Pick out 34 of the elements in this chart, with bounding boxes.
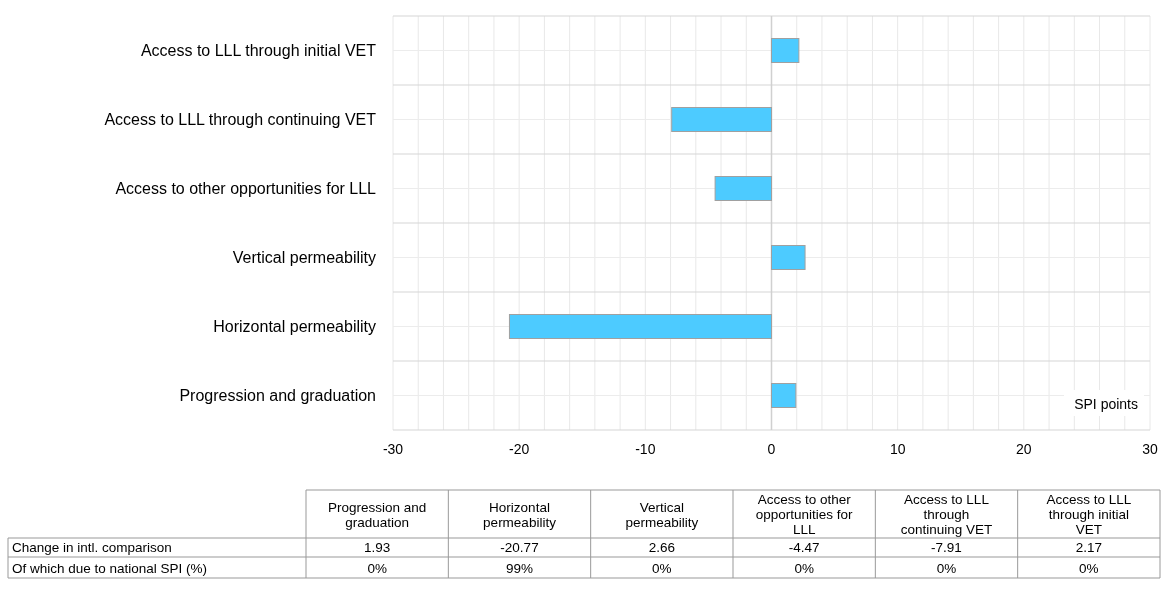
y-tick-label: Access to other opportunities for LLL — [115, 179, 377, 197]
text: 0% — [936, 561, 957, 576]
text: Of which due to national SPI (%) — [12, 561, 208, 576]
category-label: Access to other opportunities for LLL — [755, 492, 853, 537]
text: 0% — [367, 561, 387, 576]
y-tick-label: Horizontal permeability — [213, 317, 376, 335]
y-tick-label: Progression and graduation — [179, 386, 376, 404]
x-tick-label: -30 — [382, 441, 404, 457]
text: 1.93 — [364, 540, 391, 555]
text: 99% — [505, 561, 534, 576]
text: Change in intl. comparison — [12, 540, 172, 555]
category-label: Progression and graduation — [328, 499, 427, 530]
text: -4.47 — [788, 540, 820, 555]
text: 0% — [794, 561, 814, 576]
annotation: SPI points — [1074, 396, 1138, 412]
x-tick-label: -20 — [509, 441, 530, 457]
category-label: Access to LLL through initial VET — [1046, 492, 1132, 537]
x-tick-label: 30 — [1142, 441, 1158, 457]
category-label: Access to LLL through continuing VET — [900, 492, 993, 537]
text: -20.77 — [500, 540, 539, 555]
text: 0% — [652, 561, 672, 576]
text: -7.91 — [931, 540, 962, 555]
y-tick-label: Access to LLL through continuing VET — [104, 110, 377, 128]
x-tick-label: 20 — [1016, 441, 1032, 457]
x-tick-label: 10 — [889, 441, 906, 457]
category-label: Horizontal permeability — [483, 499, 556, 530]
text: 2.17 — [1075, 540, 1102, 555]
category-label: Vertical permeability — [625, 499, 699, 530]
x-tick-label: -10 — [635, 441, 656, 457]
y-tick-label: Vertical permeability — [232, 248, 376, 266]
text: 0% — [1079, 561, 1099, 576]
y-tick-label: Access to LLL through initial VET — [140, 41, 377, 59]
x-tick-label: 0 — [767, 441, 776, 457]
text: 2.66 — [648, 540, 675, 555]
